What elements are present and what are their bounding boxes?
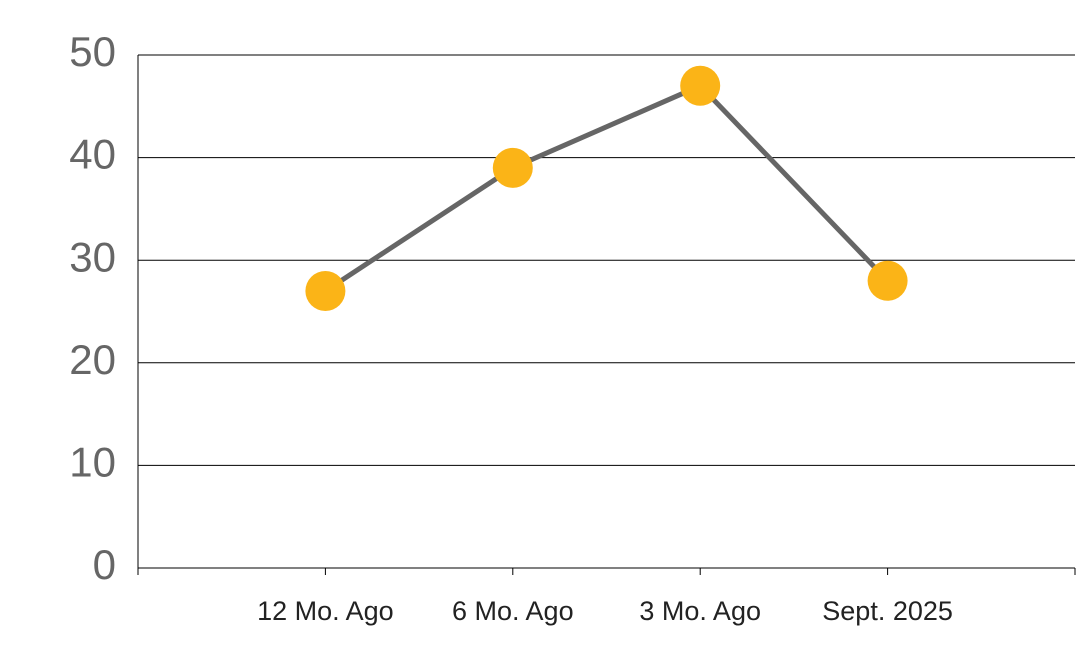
x-tick-label: 6 Mo. Ago	[452, 596, 574, 626]
y-tick-label: 20	[69, 336, 116, 383]
y-tick-label: 50	[69, 28, 116, 75]
line	[324, 82, 890, 294]
marker	[492, 147, 533, 188]
x-tick-label: 12 Mo. Ago	[257, 596, 394, 626]
x-tick-label: 3 Mo. Ago	[639, 596, 761, 626]
y-tick-label: 0	[93, 541, 116, 588]
y-tick-label: 40	[69, 131, 116, 178]
x-tick-label: Sept. 2025	[822, 596, 953, 626]
marker	[680, 65, 721, 106]
marker	[867, 260, 908, 301]
y-tick-label: 30	[69, 233, 116, 280]
marker	[305, 270, 346, 311]
y-tick-label: 10	[69, 438, 116, 485]
